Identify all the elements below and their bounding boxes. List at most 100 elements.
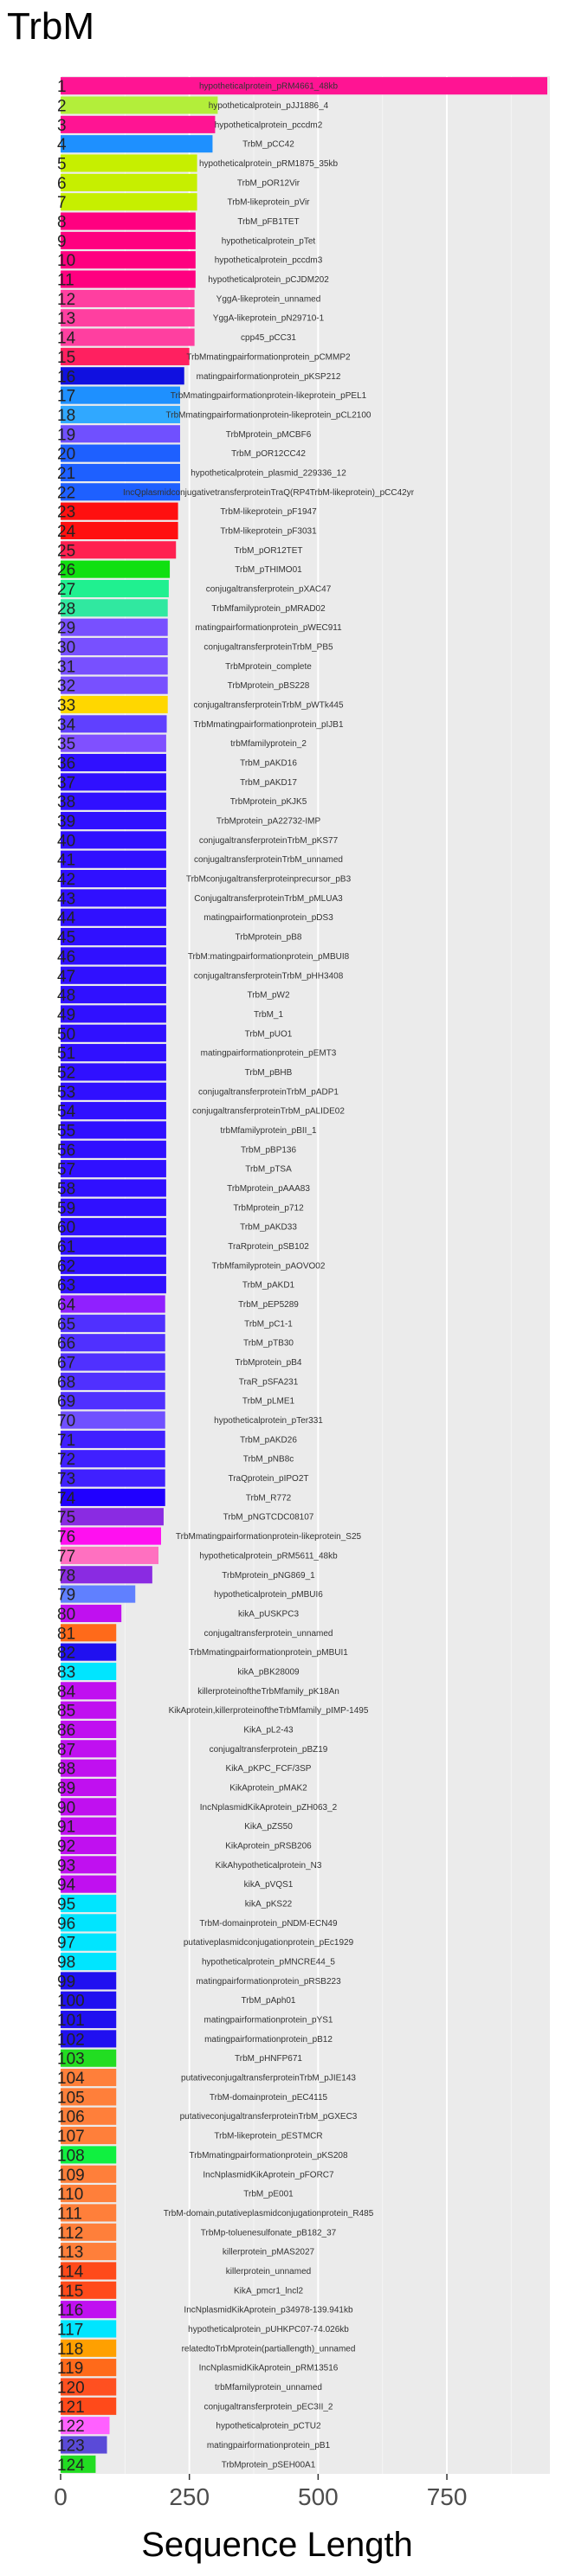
bar-name-label: matingpairformationprotein_pEMT3 bbox=[201, 1049, 337, 1059]
bar bbox=[61, 870, 166, 888]
bar-name-label: TrbM-domain,putativeplasmidconjugationpr… bbox=[164, 2209, 374, 2219]
bar-name-label: putativeconjugaltransferproteinTrbM_pGXE… bbox=[180, 2112, 358, 2122]
bar-rank-label: 82 bbox=[57, 1645, 75, 1663]
bar-name-label: TrbM_pCC42 bbox=[242, 140, 294, 150]
bar-rank-label: 96 bbox=[57, 1915, 75, 1933]
bar bbox=[61, 928, 166, 946]
bar-name-label: hypotheticalprotein_pTer331 bbox=[214, 1416, 323, 1426]
bar bbox=[61, 502, 178, 520]
bar-name-label: ConjugaltransferproteinTrbM_pMLUA3 bbox=[194, 894, 343, 904]
bar-rank-label: 65 bbox=[57, 1316, 75, 1334]
bar bbox=[61, 831, 166, 849]
bar-name-label: TrbMmatingpairformationprotein_pIJB1 bbox=[193, 720, 343, 730]
bar bbox=[61, 1914, 117, 1932]
bar-rank-label: 26 bbox=[57, 562, 75, 580]
bar bbox=[61, 1740, 117, 1758]
bar-rank-label: 77 bbox=[57, 1548, 75, 1566]
bar-name-label: matingpairformationprotein_pWEC911 bbox=[195, 623, 342, 633]
bar-name-label: kikA_pVQS1 bbox=[244, 1880, 294, 1890]
bar-rank-label: 78 bbox=[57, 1567, 75, 1585]
bar bbox=[61, 2185, 117, 2203]
bar-rank-label: 24 bbox=[57, 523, 76, 541]
bar bbox=[61, 1952, 117, 1971]
bar-name-label: matingpairformationprotein_pRSB223 bbox=[196, 1977, 341, 1987]
bar-name-label: TrbM_R772 bbox=[246, 1493, 292, 1503]
bar-name-label: TrbM_pAKD1 bbox=[242, 1281, 295, 1291]
bar-name-label: hypotheticalprotein_plasmid_229336_12 bbox=[191, 468, 346, 478]
bar bbox=[61, 889, 166, 907]
bar bbox=[61, 2378, 117, 2396]
x-axis: 0 250 500 750 bbox=[54, 2474, 467, 2510]
bar bbox=[61, 2359, 117, 2377]
bar-rank-label: 57 bbox=[57, 1161, 75, 1179]
bar-rank-label: 52 bbox=[57, 1064, 75, 1082]
bar-name-label: KikAprotein_pMAK2 bbox=[229, 1783, 307, 1793]
bar bbox=[61, 2262, 117, 2280]
bar bbox=[61, 1353, 165, 1371]
bar-rank-label: 37 bbox=[57, 774, 75, 792]
bar bbox=[61, 212, 196, 230]
bar-rank-label: 48 bbox=[57, 987, 75, 1005]
bar-name-label: trbMfamilyprotein_unnamed bbox=[215, 2383, 322, 2392]
bar-name-label: TrbM_pAKD16 bbox=[240, 759, 297, 769]
bar-rank-label: 6 bbox=[57, 175, 67, 193]
bar bbox=[61, 908, 166, 926]
bar bbox=[61, 1295, 165, 1313]
bar bbox=[61, 367, 184, 385]
bar-rank-label: 39 bbox=[57, 813, 75, 831]
x-tick-label: 0 bbox=[54, 2483, 68, 2510]
bar-name-label: TrbMmatingpairformationprotein_pKS208 bbox=[189, 2151, 347, 2161]
bar bbox=[61, 2223, 117, 2241]
bar-name-label: conjugaltransferproteinTrbM_pKS77 bbox=[199, 836, 339, 846]
bar bbox=[61, 154, 197, 172]
bar-rank-label: 34 bbox=[57, 716, 76, 734]
bar-name-label: putativeconjugaltransferproteinTrbM_pJIE… bbox=[181, 2074, 356, 2083]
bar-name-label: TrbM_pAKD17 bbox=[240, 778, 297, 788]
bar bbox=[61, 1856, 117, 1874]
bar-name-label: TrbM_pEP5289 bbox=[238, 1300, 299, 1310]
bar-rank-label: 9 bbox=[57, 233, 67, 251]
bar bbox=[61, 637, 168, 656]
bar bbox=[61, 1624, 117, 1642]
bar-name-label: hypotheticalprotein_pMBUI6 bbox=[214, 1590, 323, 1600]
bar-rank-label: 11 bbox=[57, 272, 74, 290]
bar-rank-label: 13 bbox=[57, 310, 75, 328]
bar bbox=[61, 2127, 117, 2145]
bar bbox=[61, 173, 197, 191]
bar bbox=[61, 1218, 166, 1236]
bar-rank-label: 55 bbox=[57, 1122, 75, 1140]
bar bbox=[61, 1836, 117, 1855]
bar bbox=[61, 2030, 117, 2048]
bar-name-label: TrbM_pOR12TET bbox=[234, 546, 302, 556]
bar-name-label: conjugaltransferproteinTrbM_pADP1 bbox=[198, 1087, 339, 1097]
bar-rank-label: 7 bbox=[57, 194, 67, 212]
bar bbox=[61, 1662, 117, 1680]
bar-rank-label: 66 bbox=[57, 1335, 75, 1353]
bar-rank-label: 30 bbox=[57, 639, 75, 657]
bar bbox=[61, 1701, 117, 1719]
bar-rank-label: 21 bbox=[57, 465, 75, 483]
bar bbox=[61, 560, 171, 578]
bar-rank-label: 67 bbox=[57, 1355, 75, 1373]
bar-labels: hypotheticalprotein_pRM4661_48kb hypothet… bbox=[123, 82, 415, 2470]
bar-rank-label: 60 bbox=[57, 1219, 75, 1237]
bar bbox=[61, 947, 166, 965]
bar-rank-label: 97 bbox=[57, 1935, 75, 1953]
bar-name-label: KikAprotein_pRSB206 bbox=[225, 1841, 312, 1851]
bar-name-label: TrbM_pW2 bbox=[247, 991, 290, 1001]
bar-name-label: IncQplasmidconjugativetransferproteinTra… bbox=[123, 488, 415, 498]
bar bbox=[61, 618, 168, 636]
bar bbox=[61, 2320, 117, 2338]
bar-name-label: TrbMmatingpairformationprotein_pCMMP2 bbox=[186, 352, 351, 362]
bar-name-label: hypotheticalprotein_pccdm3 bbox=[215, 256, 323, 266]
bar bbox=[61, 270, 196, 288]
bar-name-label: IncNplasmidKikAprotein_pFORC7 bbox=[203, 2170, 334, 2180]
bar bbox=[61, 328, 195, 346]
bar bbox=[61, 1450, 165, 1468]
bar bbox=[61, 1314, 165, 1332]
bar bbox=[61, 986, 166, 1004]
bar bbox=[61, 2339, 117, 2357]
bar-name-label: hypotheticalprotein_pCJDM202 bbox=[208, 275, 329, 285]
bar bbox=[61, 1140, 166, 1158]
bar bbox=[61, 2436, 107, 2454]
